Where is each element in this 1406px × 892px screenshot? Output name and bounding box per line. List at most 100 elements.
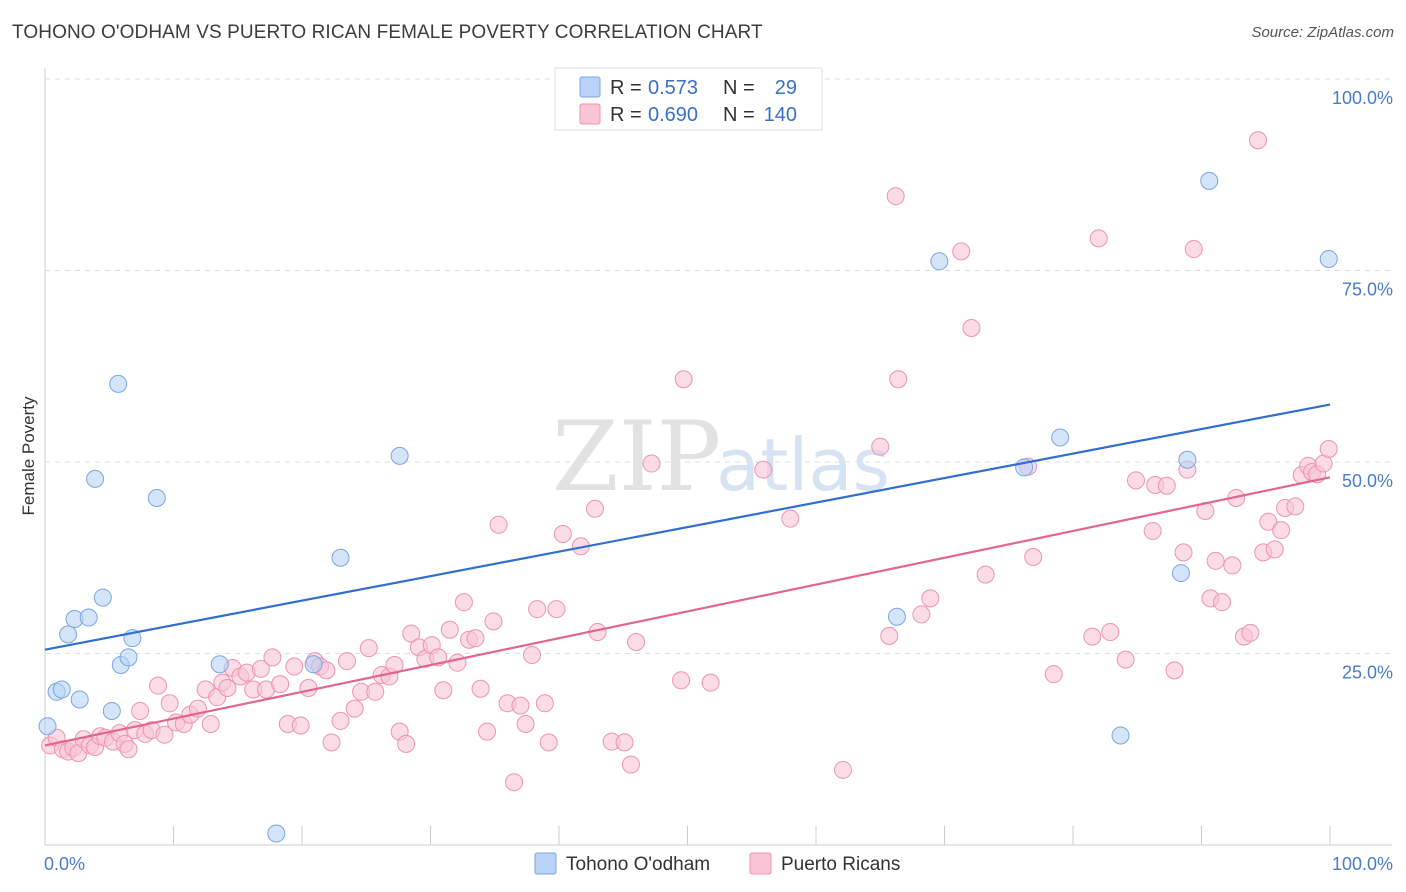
- puerto-point-88: [621, 755, 640, 774]
- puerto-point-63: [434, 681, 453, 700]
- puerto-point-93: [701, 673, 720, 692]
- legend-r-value-tohono: 0.573: [648, 77, 698, 99]
- legend-n-value-tohono: 29: [775, 77, 797, 99]
- data-points: [38, 131, 1338, 843]
- puerto-point-20: [155, 725, 174, 744]
- chart-title: TOHONO O'ODHAM VS PUERTO RICAN FEMALE PO…: [12, 22, 763, 43]
- puerto-point-113: [1126, 471, 1145, 490]
- puerto-point-89: [627, 633, 646, 652]
- tohono-point-26: [1178, 450, 1197, 469]
- puerto-point-104: [962, 318, 981, 337]
- puerto-point-111: [1101, 623, 1120, 642]
- puerto-point-92: [674, 370, 693, 389]
- tohono-point-2: [52, 680, 71, 699]
- puerto-point-98: [880, 626, 899, 645]
- puerto-point-97: [871, 437, 890, 456]
- tohono-point-0: [38, 717, 57, 736]
- puerto-trend-line: [44, 476, 1331, 747]
- puerto-point-27: [201, 714, 220, 733]
- puerto-point-101: [912, 605, 931, 624]
- puerto-point-109: [1083, 627, 1102, 646]
- bottom-legend: Tohono O'odham Puerto Ricans: [534, 852, 900, 875]
- legend-swatch-tohono: [579, 76, 601, 98]
- puerto-point-120: [1184, 240, 1203, 259]
- puerto-point-90: [642, 454, 661, 473]
- tohono-point-10: [109, 374, 128, 393]
- puerto-point-79: [535, 694, 554, 713]
- legend-n-label-puerto: N =: [723, 104, 755, 126]
- puerto-point-96: [833, 760, 852, 779]
- tohono-point-20: [887, 607, 906, 626]
- puerto-point-48: [337, 652, 356, 671]
- puerto-point-57: [397, 734, 416, 753]
- tohono-point-7: [86, 469, 105, 488]
- y-tick-label-75: 75.0%: [1342, 280, 1393, 300]
- tohono-point-24: [1111, 726, 1130, 745]
- puerto-point-19: [149, 676, 168, 695]
- tohono-point-28: [1319, 250, 1338, 269]
- puerto-point-125: [1223, 556, 1242, 575]
- puerto-point-94: [754, 460, 773, 479]
- puerto-point-30: [218, 678, 237, 697]
- puerto-point-82: [553, 525, 572, 544]
- legend-r-label-tohono: R =: [610, 77, 642, 99]
- puerto-point-84: [585, 499, 604, 518]
- puerto-point-65: [448, 653, 467, 672]
- puerto-point-95: [781, 509, 800, 528]
- puerto-point-41: [291, 716, 310, 735]
- y-axis-label: Female Poverty: [19, 396, 38, 516]
- bottom-legend-label-puerto: Puerto Ricans: [781, 854, 900, 875]
- puerto-point-77: [523, 646, 542, 665]
- puerto-point-47: [331, 711, 350, 730]
- tohono-point-27: [1200, 171, 1219, 190]
- puerto-point-76: [516, 714, 535, 733]
- puerto-point-49: [345, 699, 364, 718]
- puerto-point-131: [1259, 512, 1278, 531]
- legend-box: R = 0.573 N = 29 R = 0.690 N = 140: [554, 67, 823, 131]
- puerto-point-110: [1089, 229, 1108, 248]
- puerto-point-102: [921, 589, 940, 608]
- legend-n-value-puerto: 140: [764, 104, 797, 126]
- tohono-trend-line: [44, 403, 1331, 651]
- puerto-point-42: [299, 678, 318, 697]
- tohono-point-12: [119, 648, 138, 667]
- tohono-point-6: [79, 608, 98, 627]
- puerto-point-87: [615, 733, 634, 752]
- puerto-point-108: [1044, 665, 1063, 684]
- puerto-point-35: [251, 659, 270, 678]
- puerto-point-70: [478, 722, 497, 741]
- y-tick-label-100: 100.0%: [1332, 88, 1393, 108]
- puerto-point-69: [471, 679, 490, 698]
- tohono-point-18: [331, 548, 350, 567]
- puerto-point-100: [889, 370, 908, 389]
- tohono-point-25: [1171, 564, 1190, 583]
- tohono-point-15: [210, 655, 229, 674]
- watermark-zip: ZIP: [552, 401, 721, 513]
- chart-source: Source: ZipAtlas.com: [1251, 24, 1394, 41]
- puerto-point-116: [1157, 476, 1176, 495]
- puerto-point-37: [263, 648, 282, 667]
- legend-n-label-tohono: N =: [723, 77, 755, 99]
- puerto-point-52: [366, 682, 385, 701]
- puerto-point-16: [131, 701, 150, 720]
- bottom-legend-swatch-tohono: [534, 852, 557, 875]
- legend-swatch-puerto: [579, 103, 601, 125]
- tohono-point-23: [1051, 428, 1070, 447]
- puerto-point-21: [160, 694, 179, 713]
- x-tick-label-min: 0.0%: [44, 854, 85, 874]
- puerto-point-72: [489, 515, 508, 534]
- tohono-point-3: [59, 625, 78, 644]
- grid-lines: [45, 78, 1392, 654]
- tohono-point-9: [102, 701, 121, 720]
- tohono-point-8: [93, 588, 112, 607]
- puerto-point-133: [1272, 521, 1291, 540]
- puerto-point-124: [1213, 593, 1232, 612]
- puerto-point-129: [1249, 131, 1268, 150]
- puerto-point-51: [359, 639, 378, 658]
- puerto-point-103: [952, 242, 971, 261]
- legend-r-value-puerto: 0.690: [648, 104, 698, 126]
- tohono-point-17: [304, 655, 323, 674]
- tohono-point-5: [70, 690, 89, 709]
- x-tick-label-max: 100.0%: [1332, 854, 1393, 874]
